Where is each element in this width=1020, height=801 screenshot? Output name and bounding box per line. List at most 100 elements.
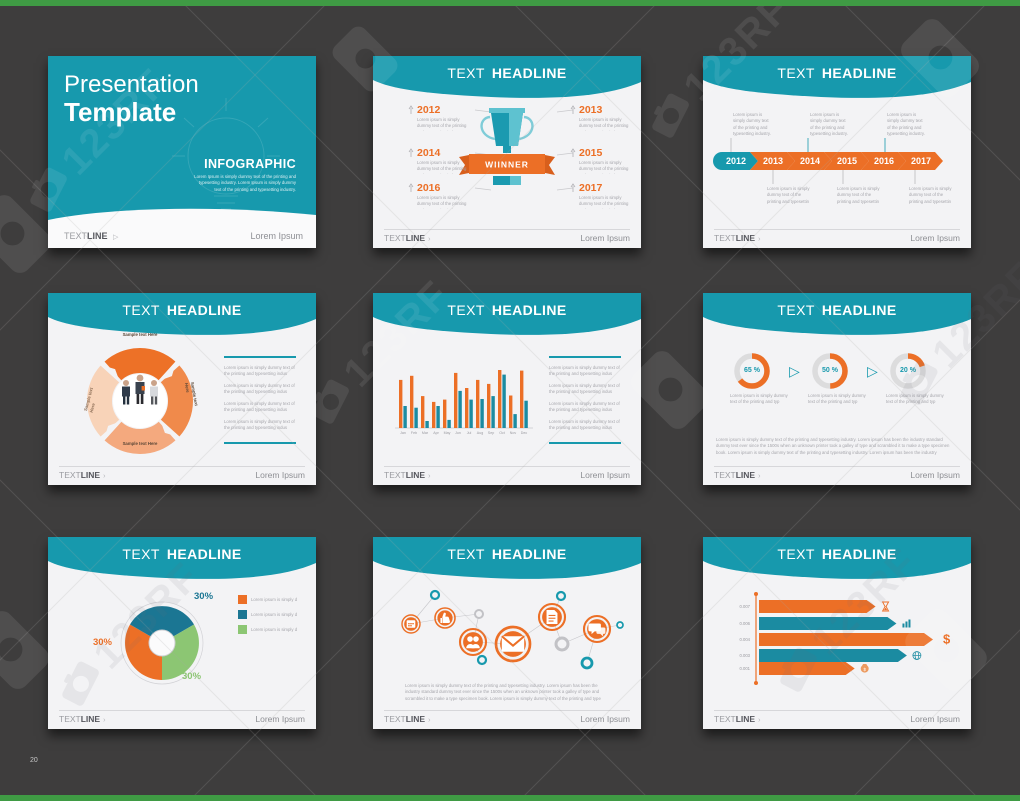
header-band	[703, 537, 971, 579]
up-marker-icon	[408, 105, 414, 114]
year-label: 2015	[579, 147, 603, 159]
svg-text:$: $	[863, 667, 866, 672]
slide-winner-years: TEXT HEADLINE WIINNER 2012 Lorem ipsum is …	[373, 56, 641, 248]
up-marker-icon	[408, 148, 414, 157]
svg-text:WIINNER: WIINNER	[485, 160, 529, 170]
calendar-icon	[401, 614, 421, 634]
thumbs-up-icon	[434, 607, 456, 629]
svg-text:0.006: 0.006	[740, 621, 751, 626]
document-icon	[537, 602, 567, 632]
slide-headline: TEXT HEADLINE	[777, 65, 897, 81]
placeholder-text: Lorem ipsum is simply dummy text of the …	[549, 383, 620, 395]
svg-text:0.003: 0.003	[740, 653, 751, 658]
placeholder-text: Lorem ipsum is simply dummy text of the …	[549, 401, 620, 413]
up-marker-icon	[570, 183, 576, 192]
slide-headline: TEXT HEADLINE	[447, 546, 567, 562]
pie-slice-label: 30%	[182, 671, 202, 682]
placeholder-text: Lorem ipsum is simply dummy text of the …	[730, 393, 788, 405]
placeholder-text: Lorem ipsum is simply dummy text of the …	[417, 117, 471, 131]
arrow-right-icon: ▷	[789, 363, 800, 379]
slide-headline: TEXT HEADLINE	[777, 546, 897, 562]
segment-label: Sample text Here	[122, 441, 158, 446]
cover-title-line1: Presentation	[64, 71, 199, 98]
placeholder-text: Lorem ipsum is simply d	[251, 627, 298, 632]
column-chart-icon	[902, 619, 911, 628]
money-bag-icon: $	[860, 664, 869, 673]
arrow-right-icon: ▷	[867, 363, 878, 379]
placeholder-text: Lorem ipsum is simply dummy text of the …	[417, 195, 471, 209]
green-border-bottom	[0, 795, 1020, 801]
placeholder-text: Lorem ipsum is simply dummy text of the …	[767, 186, 810, 204]
placeholder-text: Lorem ipsum is simply dummy text of the …	[733, 112, 771, 138]
placeholder-text: Lorem ipsum is simply dummy text of the …	[808, 393, 866, 405]
up-marker-icon	[570, 105, 576, 114]
node-ring-icon	[429, 589, 441, 601]
donut-chart	[120, 601, 204, 685]
svg-text:2017: 2017	[911, 156, 931, 166]
placeholder-text: Lorem ipsum is simply d	[251, 612, 298, 617]
slide-headline: TEXT HEADLINE	[373, 65, 641, 81]
chevron-icon: ›	[428, 236, 431, 243]
placeholder-text: Lorem ipsum is simply dummy text of the …	[837, 186, 880, 204]
column-chart: Jan Feb Mar Apr May Jun Jul Aug Sep Oct Nov Dec	[395, 370, 533, 435]
node-ring-icon	[616, 621, 624, 629]
chevron-icon: ›	[103, 717, 106, 724]
year-label: 2017	[579, 182, 603, 194]
node-ring-icon	[474, 609, 484, 619]
header-band	[703, 56, 971, 98]
cover-bottom-band	[48, 208, 316, 248]
svg-text:2012: 2012	[726, 156, 746, 166]
slide-column-chart: TEXT HEADLINE Jan Feb Mar Apr May Jun Jul Aug Se…	[373, 293, 641, 485]
svg-text:Feb: Feb	[411, 431, 417, 435]
slide-cover: Presentation Template INFOGRAPHIC Lorem Ips…	[48, 56, 316, 248]
svg-text:0.004: 0.004	[740, 637, 751, 642]
svg-text:Dec: Dec	[521, 431, 528, 435]
placeholder-text: Lorem ipsum is simply dummy text of the …	[579, 160, 633, 174]
green-border-top	[0, 0, 1020, 6]
placeholder-text: Lorem ipsum is simply dummy text of the …	[224, 365, 295, 377]
slide-footer: TEXTLINE › Lorem Ipsum	[384, 229, 630, 243]
placeholder-text: Lorem ipsum is simply d	[251, 597, 298, 602]
placeholder-text: Lorem ipsum is simply dummy text of the …	[405, 683, 601, 701]
slide-footer: TEXTLINE › Lorem Ipsum	[714, 466, 960, 480]
chevron-icon: ›	[428, 473, 431, 480]
gauge-percent-label: 65 %	[744, 367, 760, 374]
placeholder-text: Lorem ipsum is simply dummy text of the …	[886, 393, 944, 405]
cover-body-text: Lorem Ipsum is simply dummy text of the …	[194, 174, 296, 192]
header-band	[48, 537, 316, 579]
chevron-icon: ›	[103, 473, 106, 480]
lightbulb-doodle	[172, 98, 280, 210]
slide-percent-gauges: TEXT HEADLINE 65 % Lorem ipsum is simply …	[703, 293, 971, 485]
node-ring-icon	[555, 590, 567, 602]
icon-network-graphic	[401, 589, 624, 670]
chevron-icon: ›	[758, 473, 761, 480]
svg-text:May: May	[444, 431, 451, 435]
placeholder-text: Lorem ipsum is simply dummy text of the …	[417, 160, 471, 174]
svg-text:2014: 2014	[800, 156, 820, 166]
headline-light: TEXT	[447, 65, 485, 81]
camera-logo-icon	[651, 93, 689, 138]
people-icon	[458, 627, 488, 657]
chevron-icon: ›	[428, 717, 431, 724]
timeline-graphic: 2012 2013 2014 2015 2016 2017	[713, 138, 943, 184]
up-marker-icon	[570, 148, 576, 157]
slide-footer: TEXTLINE › Lorem Ipsum	[384, 466, 630, 480]
header-band	[373, 537, 641, 579]
svg-text:2016: 2016	[874, 156, 894, 166]
cover-title-line2: Template	[64, 97, 177, 127]
legend-swatch	[238, 610, 247, 619]
placeholder-text: Lorem ipsum is simply dummy text of the …	[224, 419, 295, 431]
placeholder-text: Lorem ipsum is simply dummy text of the …	[579, 117, 633, 131]
legend-swatch	[238, 625, 247, 634]
svg-text:Jun: Jun	[455, 431, 461, 435]
page-number: 20	[30, 757, 38, 764]
slide-headline: TEXT HEADLINE	[122, 302, 242, 318]
globe-icon	[912, 651, 922, 660]
svg-text:Sep: Sep	[488, 431, 494, 435]
svg-text:Jan: Jan	[400, 431, 406, 435]
pie-slice-label: 30%	[194, 591, 214, 602]
year-label: 2013	[579, 104, 603, 116]
chevron-icon: ›	[758, 236, 761, 243]
trophy-graphic: WIINNER	[459, 108, 574, 191]
